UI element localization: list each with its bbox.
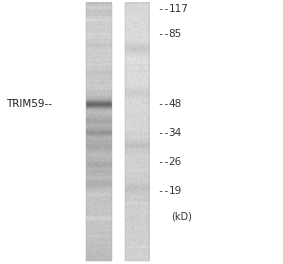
- Text: --: --: [157, 186, 170, 196]
- Text: (kD): (kD): [171, 211, 192, 221]
- Text: --: --: [157, 29, 170, 39]
- Text: --: --: [157, 99, 170, 109]
- Bar: [125, 3, 149, 261]
- Text: --: --: [157, 128, 170, 138]
- Text: 19: 19: [168, 186, 182, 196]
- Text: 48: 48: [168, 99, 182, 109]
- Text: 34: 34: [168, 128, 182, 138]
- Bar: [86, 3, 112, 261]
- Text: --: --: [157, 4, 170, 14]
- Text: 85: 85: [168, 29, 182, 39]
- Text: TRIM59--: TRIM59--: [6, 99, 52, 109]
- Text: --: --: [157, 157, 170, 167]
- Text: 26: 26: [168, 157, 182, 167]
- Text: 117: 117: [168, 4, 188, 14]
